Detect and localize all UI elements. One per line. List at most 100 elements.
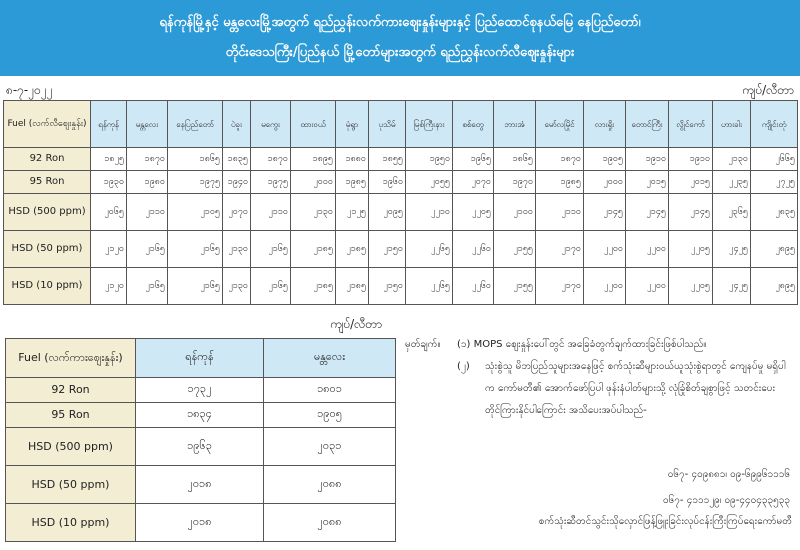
price-cell: ၂၁၆၅ <box>126 267 168 305</box>
retail-price-table: Fuel (လက်လီဈေးနှုန်း) ရန်ကုန် မန္တလေး နေပြည… <box>3 100 798 305</box>
notes-label: မှတ်ချက်။ <box>405 339 441 350</box>
city-header: မန္တလေး <box>263 338 396 378</box>
price-cell: ၁၈၇၀ <box>250 147 291 171</box>
price-cell: ၁၉၈၅ <box>535 170 584 194</box>
price-cell: ၂၂၆၀ <box>452 267 494 305</box>
note-1-text: MOPS ဈေးနှုန်းပေါ်တွင် အခြေခံတွက်ချက်ထား… <box>473 339 707 350</box>
price-cell: ၁၈၇၀ <box>535 147 584 171</box>
price-cell: ၁၉၈၅ <box>335 170 369 194</box>
price-cell: ၂၁၃၀ <box>222 267 251 305</box>
price-cell: ၂၄၂၅ <box>712 230 751 268</box>
price-cell: ၂၇၂၅ <box>750 170 798 194</box>
wholesale-price-table: Fuel (လက်ကားဈေးနှုန်း) ရန်ကုန် မန္တလေး 92 … <box>5 338 396 542</box>
price-cell: ၁၉၇၅ <box>167 170 223 194</box>
price-cell: ၂၀၁၅ <box>668 170 713 194</box>
price-cell: ၂၁၈၅ <box>335 230 369 268</box>
date: ၈-၇-၂၀၂၂ <box>6 83 53 97</box>
title-banner: ရန်ကုန်မြို့နှင့် မန္တလေးမြို့အတွက် ရည်ည… <box>0 0 800 76</box>
price-cell: ၂၁၆၅ <box>167 267 223 305</box>
city-header: ရန်ကုန် <box>135 338 264 378</box>
fuel-type: HSD (10 ppm) <box>3 267 91 305</box>
price-cell: ၂၀၅၅ <box>405 170 453 194</box>
price-cell: ၂၁၆၅ <box>250 230 291 268</box>
price-cell: ၂၂၆၅ <box>405 230 453 268</box>
price-cell: ၂၂၃၅ <box>712 170 751 194</box>
city-header: ကျိုင်းတုံ <box>750 100 798 148</box>
fuel-header: Fuel (လက်လီဈေးနှုန်း) <box>3 100 91 148</box>
price-cell: ၂၂၆၀ <box>452 230 494 268</box>
price-cell: ၂၁၅၅ <box>493 267 536 305</box>
price-cell: ၂၂၀၅ <box>452 193 494 231</box>
price-cell: ၂၁၁၀ <box>535 193 584 231</box>
city-header: နေပြည်တော် <box>167 100 223 148</box>
price-cell: ၂၁၄၅ <box>583 193 626 231</box>
city-header: စစ်တွေ <box>452 100 494 148</box>
notes: မှတ်ချက်။ (၁) MOPS ဈေးနှုန်းပေါ်တွင် အခြေ… <box>405 334 795 422</box>
city-header: ပဲခူး <box>222 100 251 148</box>
price-cell: ၁၈၅၅ <box>368 147 406 171</box>
price-cell: ၂၀၆၅ <box>90 193 127 231</box>
price-cell: ၂၂၀၀ <box>625 230 669 268</box>
price-cell: ၁၉၇၅ <box>250 170 291 194</box>
price-cell: ၂၆၆၅ <box>750 147 798 171</box>
price-cell: ၂၂၀၀ <box>583 230 626 268</box>
price-cell: ၂၁၄၅ <box>625 193 669 231</box>
price-cell: ၂၀၈၈ <box>263 503 396 542</box>
city-header: ရန်ကုန် <box>90 100 127 148</box>
city-header: လွိုင်ကော် <box>668 100 713 148</box>
table-row: HSD (500 ppm) ၁၉၆၃ ၂၀၃၁ <box>5 427 396 466</box>
price-cell: ၁၉၇၀ <box>493 170 536 194</box>
price-cell: ၂၀၁၈ <box>135 465 264 504</box>
fuel-header: Fuel (လက်ကားဈေးနှုန်း) <box>5 338 136 378</box>
price-cell: ၂၂၀၀ <box>625 267 669 305</box>
price-cell: ၂၄၂၅ <box>712 267 751 305</box>
table-row: HSD (10 ppm) ၂၁၂၀ ၂၁၆၅ ၂၁၆၅ ၂၁၃၀ ၂၁၆၅ ၂၁၈၅ ၂၁၈၅… <box>3 267 798 305</box>
price-cell: ၂၀၁၅ <box>625 170 669 194</box>
city-header: ဟားခါး <box>712 100 751 148</box>
fuel-type: HSD (50 ppm) <box>3 230 91 268</box>
price-cell: ၂၁၀၅ <box>167 193 223 231</box>
price-cell: ၂၁၈၅ <box>290 230 336 268</box>
city-header: မြစ်ကြီးနား <box>405 100 453 148</box>
price-cell: ၂၁၆၅ <box>167 230 223 268</box>
price-cell: ၁၈၃၅ <box>222 147 251 171</box>
price-cell: ၂၁၅၅ <box>493 230 536 268</box>
price-cell: ၂၁၅၀ <box>368 230 406 268</box>
table-row: HSD (50 ppm) ၂၁၂၀ ၂၁၆၅ ၂၁၆၅ ၂၁၃၀ ၂၁၆၅ ၂၁၈၅ ၂၁၈၅… <box>3 230 798 268</box>
city-header: မန္တလေး <box>126 100 168 148</box>
title-line-2: တိုင်းဒေသကြီး/ပြည်နယ် မြို့တော်များအတွက်… <box>225 45 575 60</box>
fuel-type: 92 Ron <box>3 147 91 171</box>
price-cell: ၂၁၃၀ <box>222 230 251 268</box>
price-cell: ၂၁၄၅ <box>668 193 713 231</box>
price-cell: ၂၈၉၅ <box>750 267 798 305</box>
price-cell: ၁၉၆၅ <box>452 147 494 171</box>
city-header: မော်လမြိုင် <box>535 100 584 148</box>
price-cell: ၁၉၈၀ <box>126 170 168 194</box>
price-cell: ၂၂၁၀ <box>405 193 453 231</box>
price-cell: ၁၈၈၀ <box>335 147 369 171</box>
price-cell: ၁၉၅၀ <box>405 147 453 171</box>
price-cell: ၂၈၃၅ <box>750 193 798 231</box>
price-cell: ၁၈၉၅ <box>290 147 336 171</box>
price-cell: ၂၀၇၀ <box>452 170 494 194</box>
table-row: 92 Ron ၁၈၂၅ ၁၈၇၀ ၁၈၆၅ ၁၈၃၅ ၁၈၇၀ ၁၈၉၅ ၁၈၈၀ ၁၈၅၅ ၁၉… <box>3 147 798 171</box>
price-cell: ၂၂၀၀ <box>583 267 626 305</box>
fuel-type: HSD (500 ppm) <box>3 193 91 231</box>
price-cell: ၁၉၀၅ <box>263 402 396 428</box>
price-cell: ၁၉၁၀ <box>625 147 669 171</box>
table-row: 95 Ron ၁၈၃၄ ၁၉၀၅ <box>5 402 396 428</box>
note-1-number: (၁) <box>457 339 471 350</box>
price-cell: ၂၈၉၅ <box>750 230 798 268</box>
price-cell: ၁၇၃၂ <box>135 377 264 403</box>
table-row: 95 Ron ၁၉၃၀ ၁၉၈၀ ၁၉၇၅ ၁၉၄၀ ၁၉၇၅ ၂၀၀၀ ၁၉၈၅ ၁၉၆၀ ၂၀… <box>3 170 798 194</box>
fuel-type: HSD (50 ppm) <box>5 465 136 504</box>
price-cell: ၂၁၈၅ <box>290 267 336 305</box>
price-cell: ၂၀၇၀ <box>222 193 251 231</box>
committee-signature: စက်သုံးဆီတင်သွင်းသိုလှောင်ဖြန့်ဖြူးခြင်း… <box>538 516 792 527</box>
fuel-type: 95 Ron <box>3 170 91 194</box>
price-cell: ၂၁၀၀ <box>493 193 536 231</box>
price-cell: ၂၀၈၈ <box>263 465 396 504</box>
table-row: HSD (50 ppm) ၂၀၁၈ ၂၀၈၈ <box>5 465 396 504</box>
price-cell: ၂၂၆၅ <box>405 267 453 305</box>
price-cell: ၁၈၆၅ <box>493 147 536 171</box>
